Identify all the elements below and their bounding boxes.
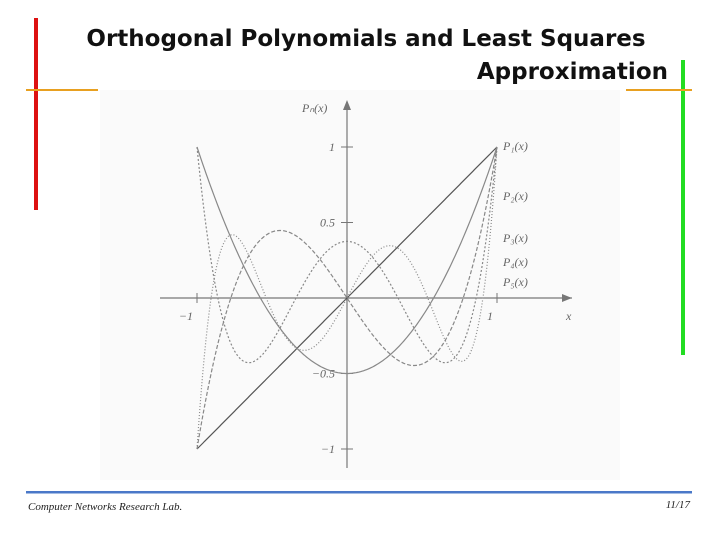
orange-line (626, 89, 692, 91)
orange-line (26, 89, 98, 91)
x-tick-label: −1 (179, 309, 193, 323)
y-tick-label: 0.5 (320, 216, 335, 230)
title: Approximation (477, 59, 668, 85)
footer-lab: Computer Networks Research Lab. (28, 501, 182, 513)
green-bar (681, 60, 685, 355)
curve-label: P₃(x) (502, 231, 528, 245)
footer-rule (26, 491, 692, 494)
curve (196, 146, 498, 450)
curve (196, 146, 498, 450)
y-tick-label: −0.5 (312, 367, 335, 381)
axis-label: x (565, 309, 572, 323)
arrow (562, 294, 572, 302)
red-bar (34, 18, 38, 210)
figure: Pₙ(x) x 1 0.5 −0.5 −1 −1 1 P₁(x) P₂(x) P₃(x) P₄(x) P… (160, 100, 572, 468)
page-number: 11/17 (666, 499, 691, 511)
arrow (343, 100, 351, 110)
curve-label: P₂(x) (502, 189, 528, 203)
curve-label: P₅(x) (502, 275, 528, 289)
curve-label: P₄(x) (502, 255, 528, 269)
y-tick-label: 1 (329, 140, 335, 154)
x-tick-label: 1 (487, 309, 493, 323)
curve-label: P₁(x) (502, 139, 528, 153)
axis-label: Pₙ(x) (301, 101, 327, 115)
y-tick-label: −1 (321, 442, 335, 456)
curve (196, 146, 498, 364)
curve (196, 146, 498, 375)
title: Orthogonal Polynomials and Least Squares (86, 26, 645, 52)
